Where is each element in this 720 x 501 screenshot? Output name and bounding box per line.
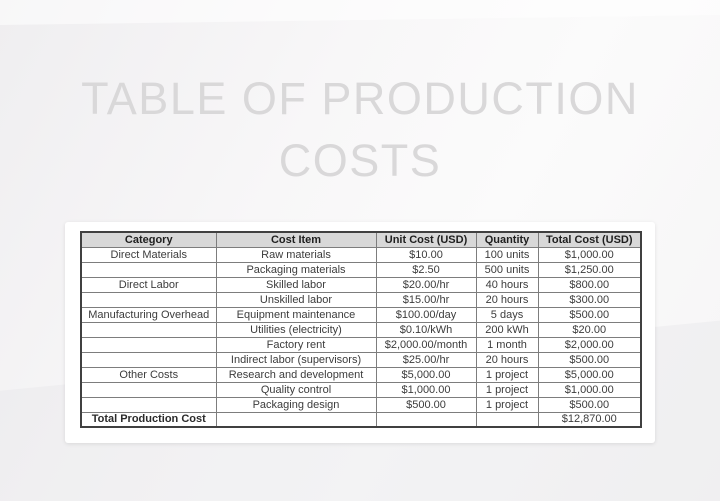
total-cost-item-empty [215,411,377,428]
table-row: Unskilled labor $15.00/hr 20 hours $300.00 [80,291,642,308]
cell-total-cost: $300.00 [537,291,642,308]
total-unit-cost-empty [375,411,477,428]
cell-quantity: 20 hours [475,291,539,308]
table-row: Manufacturing Overhead Equipment maintena… [80,306,642,323]
cell-unit-cost: $25.00/hr [375,351,477,368]
cell-cost-item: Unskilled labor [215,291,377,308]
cell-cost-item: Packaging design [215,396,377,413]
cell-total-cost: $20.00 [537,321,642,338]
cell-unit-cost: $15.00/hr [375,291,477,308]
cell-category: Other Costs [80,366,217,383]
table-body: Direct Materials Raw materials $10.00 100 u… [80,246,642,413]
cell-unit-cost: $2,000.00/month [375,336,477,353]
cell-category [80,351,217,368]
cell-quantity: 100 units [475,246,539,263]
cell-cost-item: Factory rent [215,336,377,353]
table-row: Packaging design $500.00 1 project $500.00 [80,396,642,413]
cell-total-cost: $1,000.00 [537,381,642,398]
cell-quantity: 20 hours [475,351,539,368]
table-row: Quality control $1,000.00 1 project $1,000.… [80,381,642,398]
cell-quantity: 200 kWh [475,321,539,338]
header-category: Category [80,231,217,248]
cell-unit-cost: $20.00/hr [375,276,477,293]
table-row: Indirect labor (supervisors) $25.00/hr 20 … [80,351,642,368]
cell-quantity: 500 units [475,261,539,278]
cell-quantity: 1 project [475,366,539,383]
table-row: Other Costs Research and development $5,00… [80,366,642,383]
cell-total-cost: $1,250.00 [537,261,642,278]
cell-total-cost: $500.00 [537,306,642,323]
cell-unit-cost: $100.00/day [375,306,477,323]
total-label: Total Production Cost [80,411,217,428]
table-card: Category Cost Item Unit Cost (USD) Quant… [65,222,655,443]
table-header-row: Category Cost Item Unit Cost (USD) Quant… [80,231,642,248]
cell-category [80,336,217,353]
page-title: TABLE OF PRODUCTION COSTS [0,68,720,192]
cell-unit-cost: $500.00 [375,396,477,413]
table-row: Factory rent $2,000.00/month 1 month $2,000… [80,336,642,353]
cell-unit-cost: $2.50 [375,261,477,278]
cell-total-cost: $1,000.00 [537,246,642,263]
cell-cost-item: Raw materials [215,246,377,263]
cell-category [80,261,217,278]
cell-total-cost: $2,000.00 [537,336,642,353]
page-title-line1: TABLE OF PRODUCTION [81,73,639,124]
cell-quantity: 1 month [475,336,539,353]
header-quantity: Quantity [475,231,539,248]
cell-quantity: 1 project [475,396,539,413]
cell-cost-item: Equipment maintenance [215,306,377,323]
cell-category: Direct Materials [80,246,217,263]
cell-total-cost: $500.00 [537,351,642,368]
table-row: Direct Labor Skilled labor $20.00/hr 40 hou… [80,276,642,293]
table-row: Direct Materials Raw materials $10.00 100 u… [80,246,642,263]
total-quantity-empty [475,411,539,428]
header-unit-cost: Unit Cost (USD) [375,231,477,248]
cell-total-cost: $800.00 [537,276,642,293]
cell-category [80,291,217,308]
cell-category [80,396,217,413]
table-row: Packaging materials $2.50 500 units $1,250.… [80,261,642,278]
cell-category [80,321,217,338]
table-row: Utilities (electricity) $0.10/kWh 200 kWh $… [80,321,642,338]
cell-category: Direct Labor [80,276,217,293]
cell-quantity: 1 project [475,381,539,398]
cell-cost-item: Utilities (electricity) [215,321,377,338]
cell-quantity: 5 days [475,306,539,323]
cell-cost-item: Quality control [215,381,377,398]
page-title-line2: COSTS [278,135,442,186]
cell-total-cost: $500.00 [537,396,642,413]
cell-cost-item: Skilled labor [215,276,377,293]
cell-unit-cost: $1,000.00 [375,381,477,398]
cell-cost-item: Research and development [215,366,377,383]
header-cost-item: Cost Item [215,231,377,248]
cell-cost-item: Packaging materials [215,261,377,278]
cell-unit-cost: $5,000.00 [375,366,477,383]
cell-category [80,381,217,398]
cell-unit-cost: $10.00 [375,246,477,263]
cell-cost-item: Indirect labor (supervisors) [215,351,377,368]
cell-category: Manufacturing Overhead [80,306,217,323]
total-row: Total Production Cost $12,870.00 [80,411,642,428]
cell-quantity: 40 hours [475,276,539,293]
cell-total-cost: $5,000.00 [537,366,642,383]
production-costs-table: Category Cost Item Unit Cost (USD) Quant… [80,231,642,428]
total-value: $12,870.00 [537,411,642,428]
cell-unit-cost: $0.10/kWh [375,321,477,338]
header-total-cost: Total Cost (USD) [537,231,642,248]
